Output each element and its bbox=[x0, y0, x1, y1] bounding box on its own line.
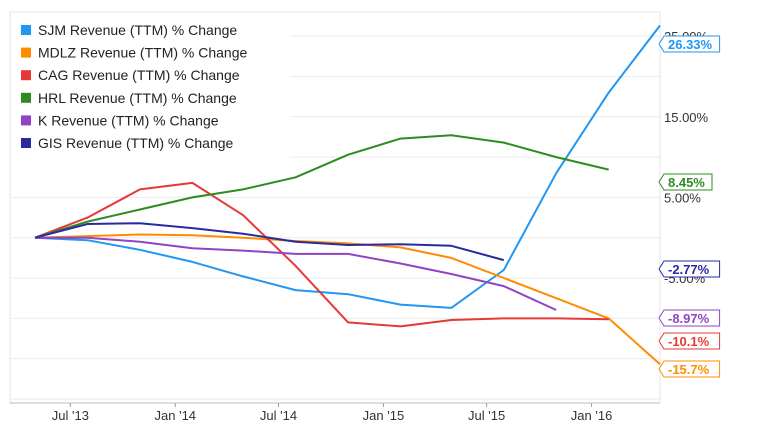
end-label-text: -10.1% bbox=[668, 334, 710, 349]
x-tick-label: Jul '14 bbox=[260, 408, 297, 423]
legend-label: K Revenue (TTM) % Change bbox=[38, 112, 219, 128]
legend-label: HRL Revenue (TTM) % Change bbox=[38, 90, 237, 106]
legend-bg bbox=[12, 14, 290, 160]
series-line-2 bbox=[34, 181, 609, 328]
legend-label: CAG Revenue (TTM) % Change bbox=[38, 67, 240, 83]
x-tick-label: Jan '14 bbox=[155, 408, 197, 423]
legend-label: GIS Revenue (TTM) % Change bbox=[38, 135, 234, 151]
legend-swatch bbox=[21, 92, 31, 103]
series-line-3 bbox=[34, 134, 609, 239]
legend-swatch bbox=[21, 25, 31, 35]
end-label-text: 26.33% bbox=[668, 37, 713, 52]
legend-swatch bbox=[21, 138, 31, 148]
legend-swatch bbox=[21, 47, 31, 58]
y-tick-label: 15.00% bbox=[664, 110, 709, 125]
legend-swatch bbox=[21, 70, 31, 81]
end-label-box bbox=[658, 173, 713, 191]
legend-label: MDLZ Revenue (TTM) % Change bbox=[38, 45, 248, 61]
end-label-box bbox=[658, 332, 721, 350]
end-label-text: 8.45% bbox=[668, 175, 705, 190]
x-tick-label: Jan '15 bbox=[363, 408, 405, 423]
x-tick-label: Jan '16 bbox=[571, 408, 613, 423]
y-tick-label: 5.00% bbox=[664, 190, 701, 205]
end-label-text: -15.7% bbox=[668, 362, 710, 377]
series-lines bbox=[34, 24, 661, 366]
legend: SJM Revenue (TTM) % Change MDLZ Revenue (… bbox=[12, 14, 290, 160]
series-line-1 bbox=[34, 233, 661, 366]
end-label-box bbox=[658, 35, 721, 53]
legend-swatch bbox=[21, 115, 31, 126]
series-line-0 bbox=[34, 24, 661, 309]
end-label-box bbox=[658, 260, 721, 278]
end-label-text: -8.97% bbox=[668, 311, 710, 326]
end-value-labels: 26.33% -15.7% -10.1% 8.45% -8.97% -2.77% bbox=[658, 35, 721, 378]
series-line-5 bbox=[34, 222, 505, 262]
end-label-box bbox=[658, 309, 721, 327]
end-label-text: -2.77% bbox=[668, 262, 710, 277]
x-axis-ticks: Jul '13 Jan '14 Jul '14 Jan '15 Jul '15 Jan '… bbox=[10, 402, 660, 423]
series-line-4 bbox=[35, 236, 557, 311]
legend-label: SJM Revenue (TTM) % Change bbox=[38, 22, 237, 38]
grid-lines bbox=[10, 35, 660, 400]
x-tick-label: Jul '13 bbox=[52, 408, 89, 423]
end-label-box bbox=[658, 360, 721, 378]
x-tick-label: Jul '15 bbox=[468, 408, 505, 423]
